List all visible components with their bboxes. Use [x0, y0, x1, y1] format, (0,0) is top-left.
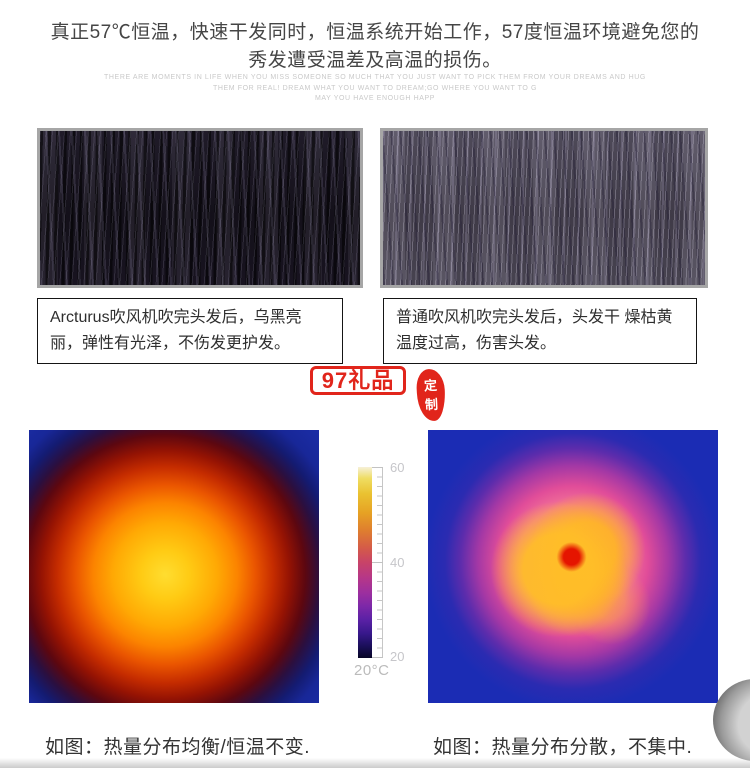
- caption-scattered-heat: 如图：热量分布分散，不集中.: [433, 737, 693, 758]
- seal-char-top: 定: [423, 377, 438, 394]
- arcturus-hair-photo-frame: [37, 128, 363, 288]
- ordinary-hair-photo-frame: [380, 128, 708, 288]
- brand-watermark-text: 97礼品: [321, 368, 395, 393]
- page-title-line1: 真正57℃恒温，快速干发同时，恒温系统开始工作，57度恒温环境避免您的: [50, 22, 700, 43]
- arcturus-hair-photo: [40, 131, 360, 285]
- thermal-map-even: [29, 430, 319, 703]
- english-tagline-line3: MAY YOU HAVE ENOUGH HAPP: [314, 95, 436, 102]
- page-title-line2: 秀发遭受温差及高温的损伤。: [248, 50, 502, 71]
- thermal-map-scattered: [428, 430, 718, 703]
- bottom-edge-shadow: [0, 758, 750, 768]
- english-tagline-line1: THERE ARE MOMENTS IN LIFE WHEN YOU MISS …: [104, 74, 646, 81]
- english-tagline-line2: THEM FOR REAL! DREAM WHAT YOU WANT TO DR…: [212, 84, 538, 92]
- english-tagline: THERE ARE MOMENTS IN LIFE WHEN YOU MISS …: [0, 73, 750, 105]
- ordinary-note-text: 普通吹风机吹完头发后，头发干 燥枯黄温度过高，伤害头发。: [396, 309, 673, 352]
- colorbar-label-20: 20: [390, 649, 405, 664]
- caption-even-heat: 如图：热量分布均衡/恒温不变.: [45, 737, 311, 758]
- corner-cropped-object-image: [713, 679, 750, 761]
- brand-watermark: 97礼品: [310, 366, 406, 395]
- temperature-colorbar: [358, 467, 372, 658]
- colorbar-unit-label: 20°C: [354, 662, 390, 679]
- seal-char-bottom: 制: [424, 396, 439, 413]
- custom-seal-stamp: 定 制: [415, 368, 447, 422]
- colorbar-major-tick-40: [372, 562, 383, 563]
- colorbar-major-tick-20: [372, 657, 383, 658]
- colorbar-major-tick-60: [372, 467, 383, 468]
- arcturus-note-text: Arcturus吹风机吹完头发后，乌黑亮丽，弹性有光泽，不伤发更护发。: [50, 309, 302, 352]
- arcturus-note-box: Arcturus吹风机吹完头发后，乌黑亮丽，弹性有光泽，不伤发更护发。: [37, 298, 343, 364]
- page-title: 真正57℃恒温，快速干发同时，恒温系统开始工作，57度恒温环境避免您的 秀发遭受…: [0, 19, 750, 75]
- ordinary-note-box: 普通吹风机吹完头发后，头发干 燥枯黄温度过高，伤害头发。: [383, 298, 697, 364]
- colorbar-label-60: 60: [390, 460, 405, 475]
- colorbar-label-40: 40: [390, 555, 405, 570]
- ordinary-hair-photo: [383, 131, 705, 285]
